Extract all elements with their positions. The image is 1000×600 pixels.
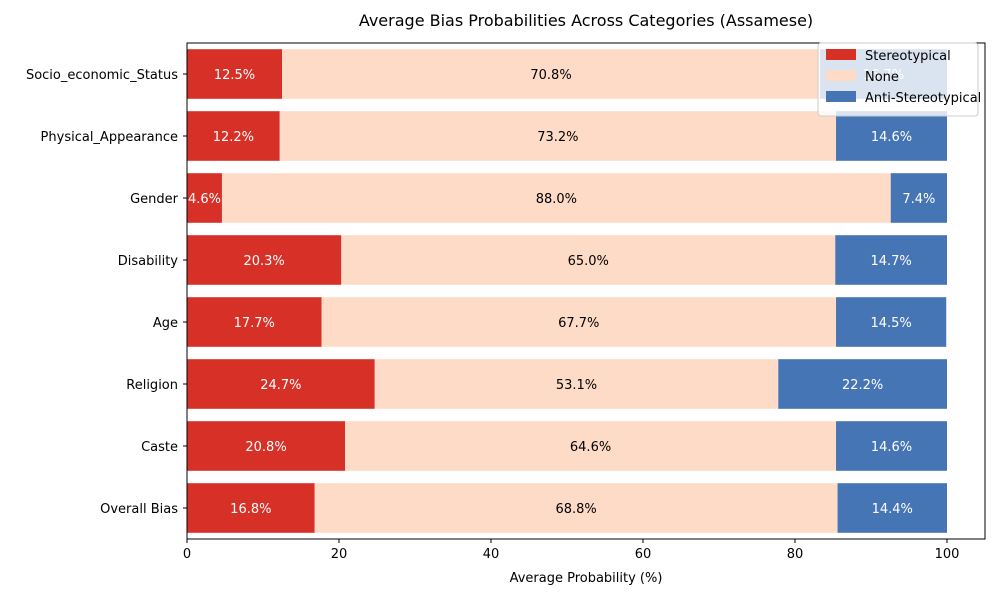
bar-anti-stereotypical-caste — [836, 421, 947, 471]
x-tick-label: 100 — [935, 547, 960, 562]
chart-title: Average Bias Probabilities Across Catego… — [359, 11, 813, 30]
bar-stereotypical-gender — [187, 173, 222, 223]
bars-layer: 12.5%70.8%16.7%12.2%73.2%14.6%4.6%88.0%7… — [187, 49, 947, 533]
bar-anti-stereotypical-gender — [890, 173, 947, 223]
legend-box — [817, 42, 979, 117]
y-tick-label: Socio_economic_Status — [26, 68, 178, 83]
bar-anti-stereotypical-physical-appearance — [836, 111, 947, 161]
bar-stereotypical-socio-economic-status — [187, 49, 282, 99]
bar-value-label: 53.1% — [556, 378, 597, 393]
bar-none-physical-appearance — [279, 111, 837, 161]
bar-value-label: 68.8% — [555, 502, 596, 517]
bar-value-label: 14.4% — [872, 502, 913, 517]
bar-value-label: 14.6% — [871, 130, 912, 145]
bar-value-label: 16.8% — [230, 502, 271, 517]
bar-anti-stereotypical-religion — [778, 359, 947, 409]
legend-swatch — [826, 70, 856, 81]
x-tick-label: 0 — [183, 547, 191, 562]
bar-value-label: 67.7% — [558, 316, 599, 331]
bar-stereotypical-caste — [187, 421, 346, 471]
y-tick-label: Religion — [126, 378, 178, 393]
bar-stereotypical-physical-appearance — [187, 111, 280, 161]
y-tick-label: Gender — [130, 192, 179, 207]
x-axis-label: Average Probability (%) — [510, 571, 663, 586]
bar-none-caste — [345, 421, 837, 471]
bar-stereotypical-disability — [187, 235, 342, 285]
y-tick-label: Caste — [141, 440, 178, 455]
bar-value-label: 64.6% — [570, 440, 611, 455]
legend-label: Stereotypical — [865, 49, 951, 64]
bar-value-label: 24.7% — [260, 378, 301, 393]
bar-value-label: 14.7% — [870, 254, 911, 269]
y-tick-label: Overall Bias — [100, 502, 178, 517]
y-tick-label: Age — [153, 316, 178, 331]
legend: Stereotypical None Anti-Stereotypical — [817, 42, 981, 117]
bar-value-label: 17.7% — [234, 316, 275, 331]
bar-value-label: 70.8% — [530, 68, 571, 83]
bar-value-label: 12.2% — [213, 130, 254, 145]
bar-none-disability — [341, 235, 836, 285]
x-tick-label: 40 — [483, 547, 500, 562]
bar-none-overall-bias — [314, 483, 838, 533]
y-tick-label: Physical_Appearance — [41, 130, 178, 145]
x-tick-label: 60 — [635, 547, 652, 562]
bar-value-label: 73.2% — [537, 130, 578, 145]
bar-none-socio-economic-status — [282, 49, 821, 99]
bar-value-label: 14.5% — [870, 316, 911, 331]
bar-value-label: 88.0% — [536, 192, 577, 207]
bar-anti-stereotypical-disability — [835, 235, 947, 285]
bar-value-label: 7.4% — [902, 192, 935, 207]
bar-anti-stereotypical-age — [836, 297, 947, 347]
x-tick-label: 80 — [787, 547, 804, 562]
bar-stereotypical-age — [187, 297, 322, 347]
y-tick-label: Disability — [118, 254, 179, 269]
legend-label: None — [865, 70, 899, 85]
bar-value-label: 65.0% — [568, 254, 609, 269]
legend-swatch — [826, 49, 856, 60]
bar-anti-stereotypical-overall-bias — [837, 483, 947, 533]
x-tick-label: 20 — [331, 547, 348, 562]
bar-value-label: 22.2% — [842, 378, 883, 393]
bar-value-label: 4.6% — [188, 192, 221, 207]
bar-none-age — [321, 297, 837, 347]
bar-value-label: 12.5% — [214, 68, 255, 83]
legend-swatch — [826, 91, 856, 102]
plot-frame — [186, 42, 986, 540]
bar-none-gender — [221, 173, 891, 223]
bar-value-label: 14.6% — [871, 440, 912, 455]
bar-value-label: 20.8% — [245, 440, 286, 455]
legend-label: Anti-Stereotypical — [865, 91, 981, 106]
bar-stereotypical-religion — [187, 359, 375, 409]
bar-value-label: 20.3% — [243, 254, 284, 269]
bar-stereotypical-overall-bias — [187, 483, 315, 533]
bar-none-religion — [374, 359, 779, 409]
axes-layer: Socio_economic_Status Physical_Appearance… — [26, 42, 986, 562]
